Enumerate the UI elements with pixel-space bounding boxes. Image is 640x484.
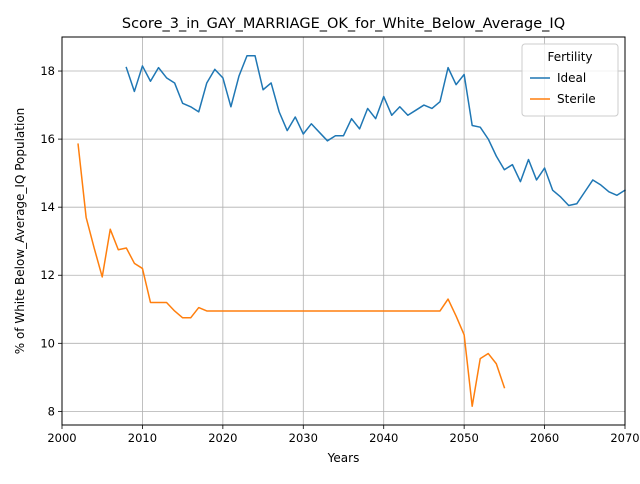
- y-tick-label: 8: [48, 404, 55, 418]
- x-tick-label: 2030: [289, 431, 318, 445]
- x-axis-ticks: 2000 2010 2020 2030 2040 2050 2060 2070: [47, 425, 640, 445]
- y-axis-ticks: 8 10 12 14 16 18: [40, 64, 62, 418]
- x-tick-label: 2070: [610, 431, 639, 445]
- y-tick-label: 16: [40, 132, 55, 146]
- x-tick-label: 2060: [530, 431, 559, 445]
- x-tick-label: 2040: [369, 431, 398, 445]
- y-tick-label: 18: [40, 64, 55, 78]
- y-axis-label: % of White Below_Average_IQ Population: [13, 108, 27, 355]
- chart-title: Score_3_in_GAY_MARRIAGE_OK_for_White_Bel…: [122, 16, 565, 32]
- x-axis-label: Years: [327, 451, 360, 465]
- plot-frame: [61, 36, 626, 426]
- legend-title: Fertility: [547, 50, 592, 64]
- series-line-sterile: [77, 143, 506, 408]
- legend-label-sterile: Sterile: [557, 92, 596, 106]
- legend: Fertility Ideal Sterile: [521, 43, 619, 117]
- series-line-ideal: [125, 54, 627, 207]
- legend-label-ideal: Ideal: [557, 71, 586, 85]
- x-tick-label: 2000: [47, 431, 76, 445]
- series-lines: [77, 54, 627, 408]
- x-tick-label: 2010: [128, 431, 157, 445]
- y-tick-label: 14: [40, 200, 55, 214]
- legend-box: [521, 43, 619, 117]
- y-tick-label: 12: [40, 268, 55, 282]
- x-tick-label: 2020: [208, 431, 237, 445]
- y-tick-label: 10: [40, 336, 55, 350]
- x-tick-label: 2050: [450, 431, 479, 445]
